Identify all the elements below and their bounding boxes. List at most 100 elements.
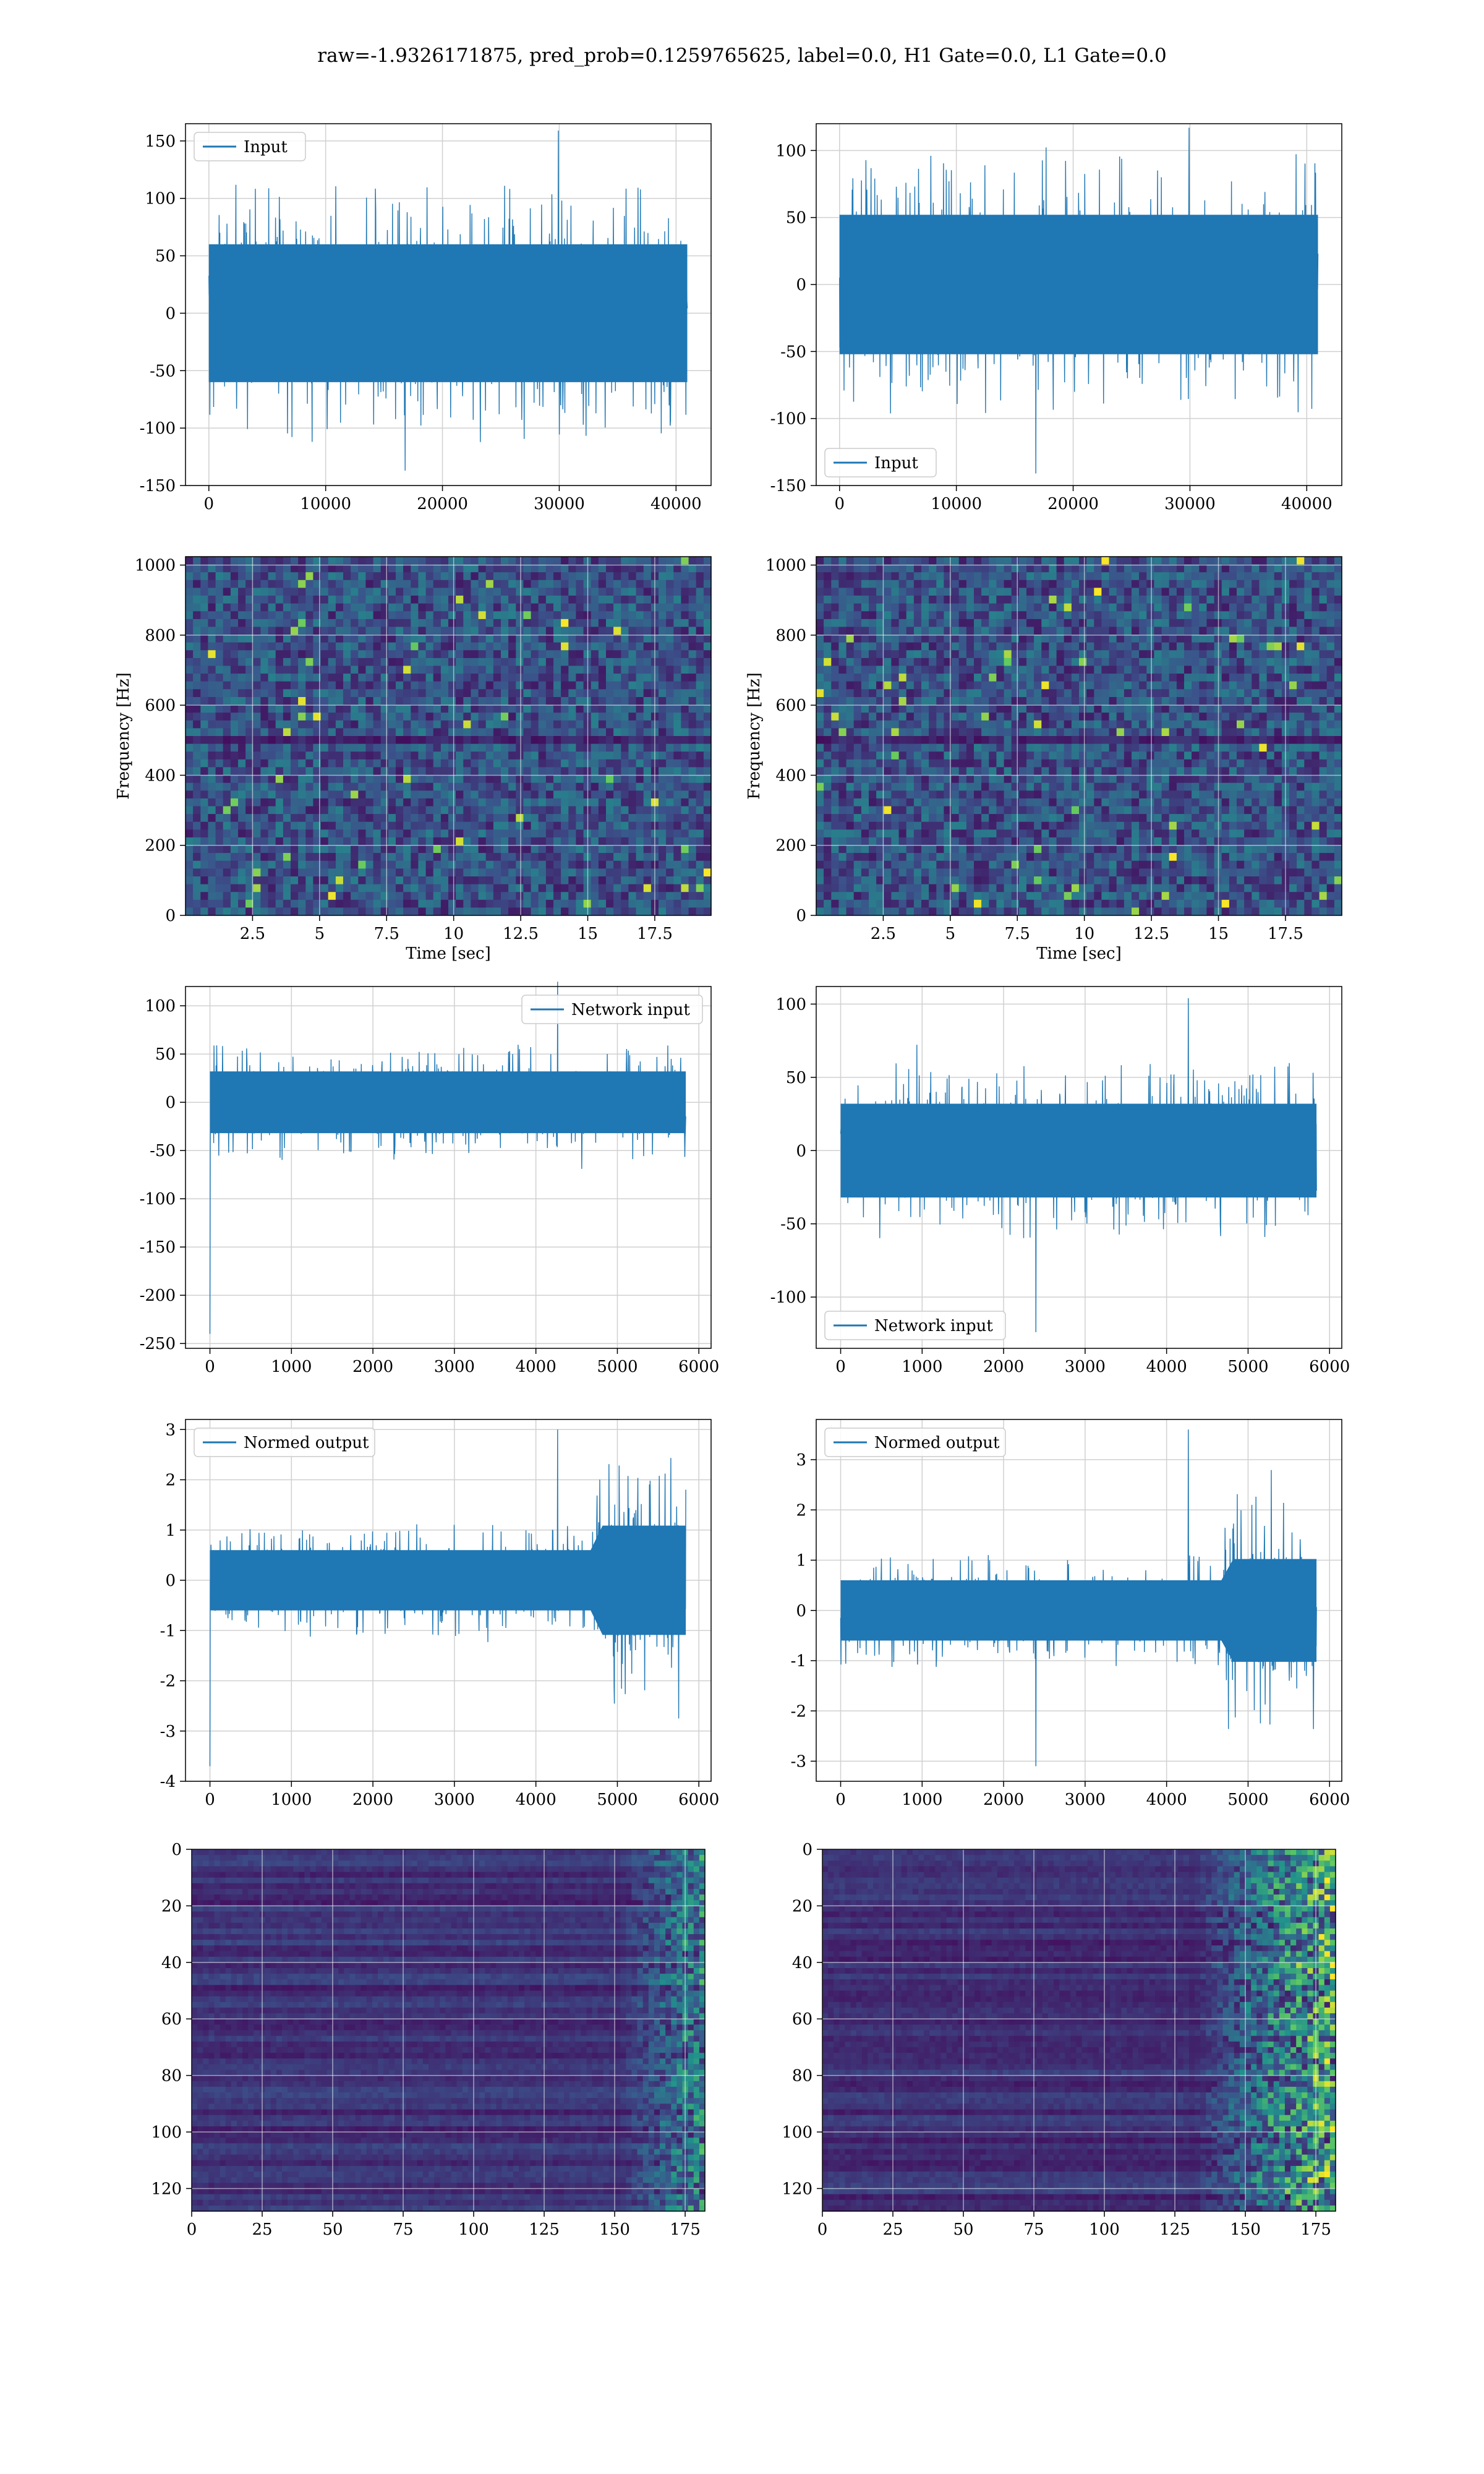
spectrogram-l1-cell <box>989 704 997 713</box>
spectrogram-l1-cell <box>1289 720 1297 729</box>
spectrogram-h1-cell <box>696 618 704 628</box>
spectrogram-l1-cell <box>869 728 877 737</box>
spectrogram-h1-cell <box>673 736 681 745</box>
spectrogram-h1-cell <box>365 868 374 877</box>
spectrogram-h1-cell <box>553 596 561 604</box>
spectrogram-h1-cell <box>380 782 389 791</box>
spectrogram-l1-cell <box>1079 557 1087 565</box>
spectrogram-h1-xtick-label-5: 15 <box>578 925 598 943</box>
spectrogram-h1-cell <box>568 892 576 901</box>
spectrogram-l1-cell <box>1086 580 1094 588</box>
spectrogram-l1-cell <box>1109 728 1117 737</box>
spectrogram-l1-cell <box>1094 704 1102 713</box>
spectrogram-h1-cell <box>659 580 667 588</box>
spectrogram-l1-cell <box>1176 618 1185 628</box>
spectrogram-h1-cell <box>531 611 539 620</box>
spectrogram-h1-cell <box>516 704 524 713</box>
spectrogram-h1-cell <box>313 759 322 768</box>
spectrogram-h1-cell <box>538 674 547 682</box>
spectrogram-l1-cell <box>1004 666 1012 674</box>
spectrogram-l1-cell <box>1244 697 1252 706</box>
spectrogram-h1-cell <box>448 868 456 877</box>
spectrogram-h1-cell <box>448 860 456 869</box>
spectrogram-h1-cell <box>200 618 208 628</box>
spectrogram-l1-cell <box>1011 642 1020 651</box>
spectrogram-h1-cell <box>516 798 524 807</box>
spectrogram-h1-cell <box>186 650 194 659</box>
spectrogram-h1-cell <box>591 907 599 916</box>
spectrogram-h1-cell <box>673 689 681 698</box>
spectrogram-l1-cell <box>1041 635 1049 643</box>
spectrogram-h1-cell <box>411 572 419 581</box>
spectrogram-h1-cell <box>598 860 607 869</box>
spectrogram-h1-cell <box>351 697 359 706</box>
spectrogram-l1-cell <box>1259 642 1268 651</box>
spectrogram-h1-cell <box>396 596 404 604</box>
spectrogram-h1-cell <box>440 580 449 588</box>
spectrogram-h1-cell <box>628 751 637 760</box>
spectrogram-l1-cell <box>958 627 967 635</box>
spectrogram-l1-cell <box>1064 713 1072 721</box>
spectrogram-h1-cell <box>351 775 359 784</box>
spectrogram-l1-cell <box>1274 713 1282 721</box>
spectrogram-l1-cell <box>1259 572 1268 581</box>
spectrogram-h1-cell <box>456 821 464 830</box>
spectrogram-l1-cell <box>906 564 915 573</box>
spectrogram-l1-cell <box>1079 736 1087 745</box>
spectrogram-l1-cell <box>1192 704 1200 713</box>
spectrogram-h1-cell <box>193 790 201 799</box>
spectrogram-l1-cell <box>974 596 982 604</box>
spectrogram-l1-cell <box>944 603 952 612</box>
spectrogram-h1-cell <box>643 759 652 768</box>
spectrogram-h1-cell <box>606 704 614 713</box>
spectrogram-h1-cell <box>553 798 561 807</box>
spectrogram-h1-cell <box>643 829 652 838</box>
spectrogram-h1-cell <box>320 618 329 628</box>
spectrogram-l1-cell <box>846 657 855 667</box>
spectrogram-h1-cell <box>365 689 374 698</box>
spectrogram-h1-cell <box>673 884 681 892</box>
spectrogram-l1-cell <box>1018 713 1027 721</box>
spectrogram-h1-cell <box>613 588 621 596</box>
spectrogram-h1-cell <box>643 860 652 869</box>
spectrogram-h1-cell <box>456 580 464 588</box>
spectrogram-l1-cell <box>996 713 1005 721</box>
spectrogram-h1-cell <box>538 618 547 628</box>
spectrogram-h1-cell <box>440 650 449 659</box>
spectrogram-h1-cell <box>358 837 366 846</box>
spectrogram-h1-cell <box>268 674 276 682</box>
spectrogram-h1-cell <box>275 588 284 596</box>
spectrogram-h1-cell <box>448 790 456 799</box>
spectrogram-h1-cell <box>673 892 681 901</box>
spectrogram-h1-cell <box>606 790 614 799</box>
spectrogram-h1-cell <box>696 806 704 815</box>
spectrogram-h1-cell <box>351 868 359 877</box>
spectrogram-h1-cell <box>613 907 621 916</box>
figure-suptitle: raw=-1.9326171875, pred_prob=0.125976562… <box>317 45 1166 67</box>
spectrogram-h1-cell <box>200 790 208 799</box>
spectrogram-l1-cell <box>1124 666 1132 674</box>
spectrogram-h1-cell <box>305 713 313 721</box>
spectrogram-l1-cell <box>838 674 847 682</box>
spectrogram-h1-cell <box>208 572 216 581</box>
spectrogram-h1-cell <box>298 868 306 877</box>
spectrogram-l1-cell <box>1304 588 1312 596</box>
spectrogram-l1-cell <box>1319 666 1328 674</box>
spectrogram-h1-cell <box>313 674 322 682</box>
spectrogram-h1-cell <box>673 697 681 706</box>
spectrogram-h1-cell <box>411 736 419 745</box>
spectrogram-l1-cell <box>1221 557 1230 565</box>
spectrogram-h1-cell <box>636 611 644 620</box>
spectrogram-h1-cell <box>659 618 667 628</box>
spectrogram-l1-cell <box>1161 674 1170 682</box>
spectrogram-h1-cell <box>433 657 441 667</box>
spectrogram-h1-cell <box>358 767 366 776</box>
spectrogram-h1-cell <box>275 642 284 651</box>
spectrogram-l1-cell <box>1326 564 1335 573</box>
spectrogram-l1-cell <box>876 564 884 573</box>
spectrogram-h1-cell <box>696 790 704 799</box>
spectrogram-h1-cell <box>463 603 471 612</box>
spectrogram-h1-cell <box>501 790 509 799</box>
spectrogram-h1-cell <box>283 704 291 713</box>
spectrogram-l1-cell <box>1132 713 1140 721</box>
